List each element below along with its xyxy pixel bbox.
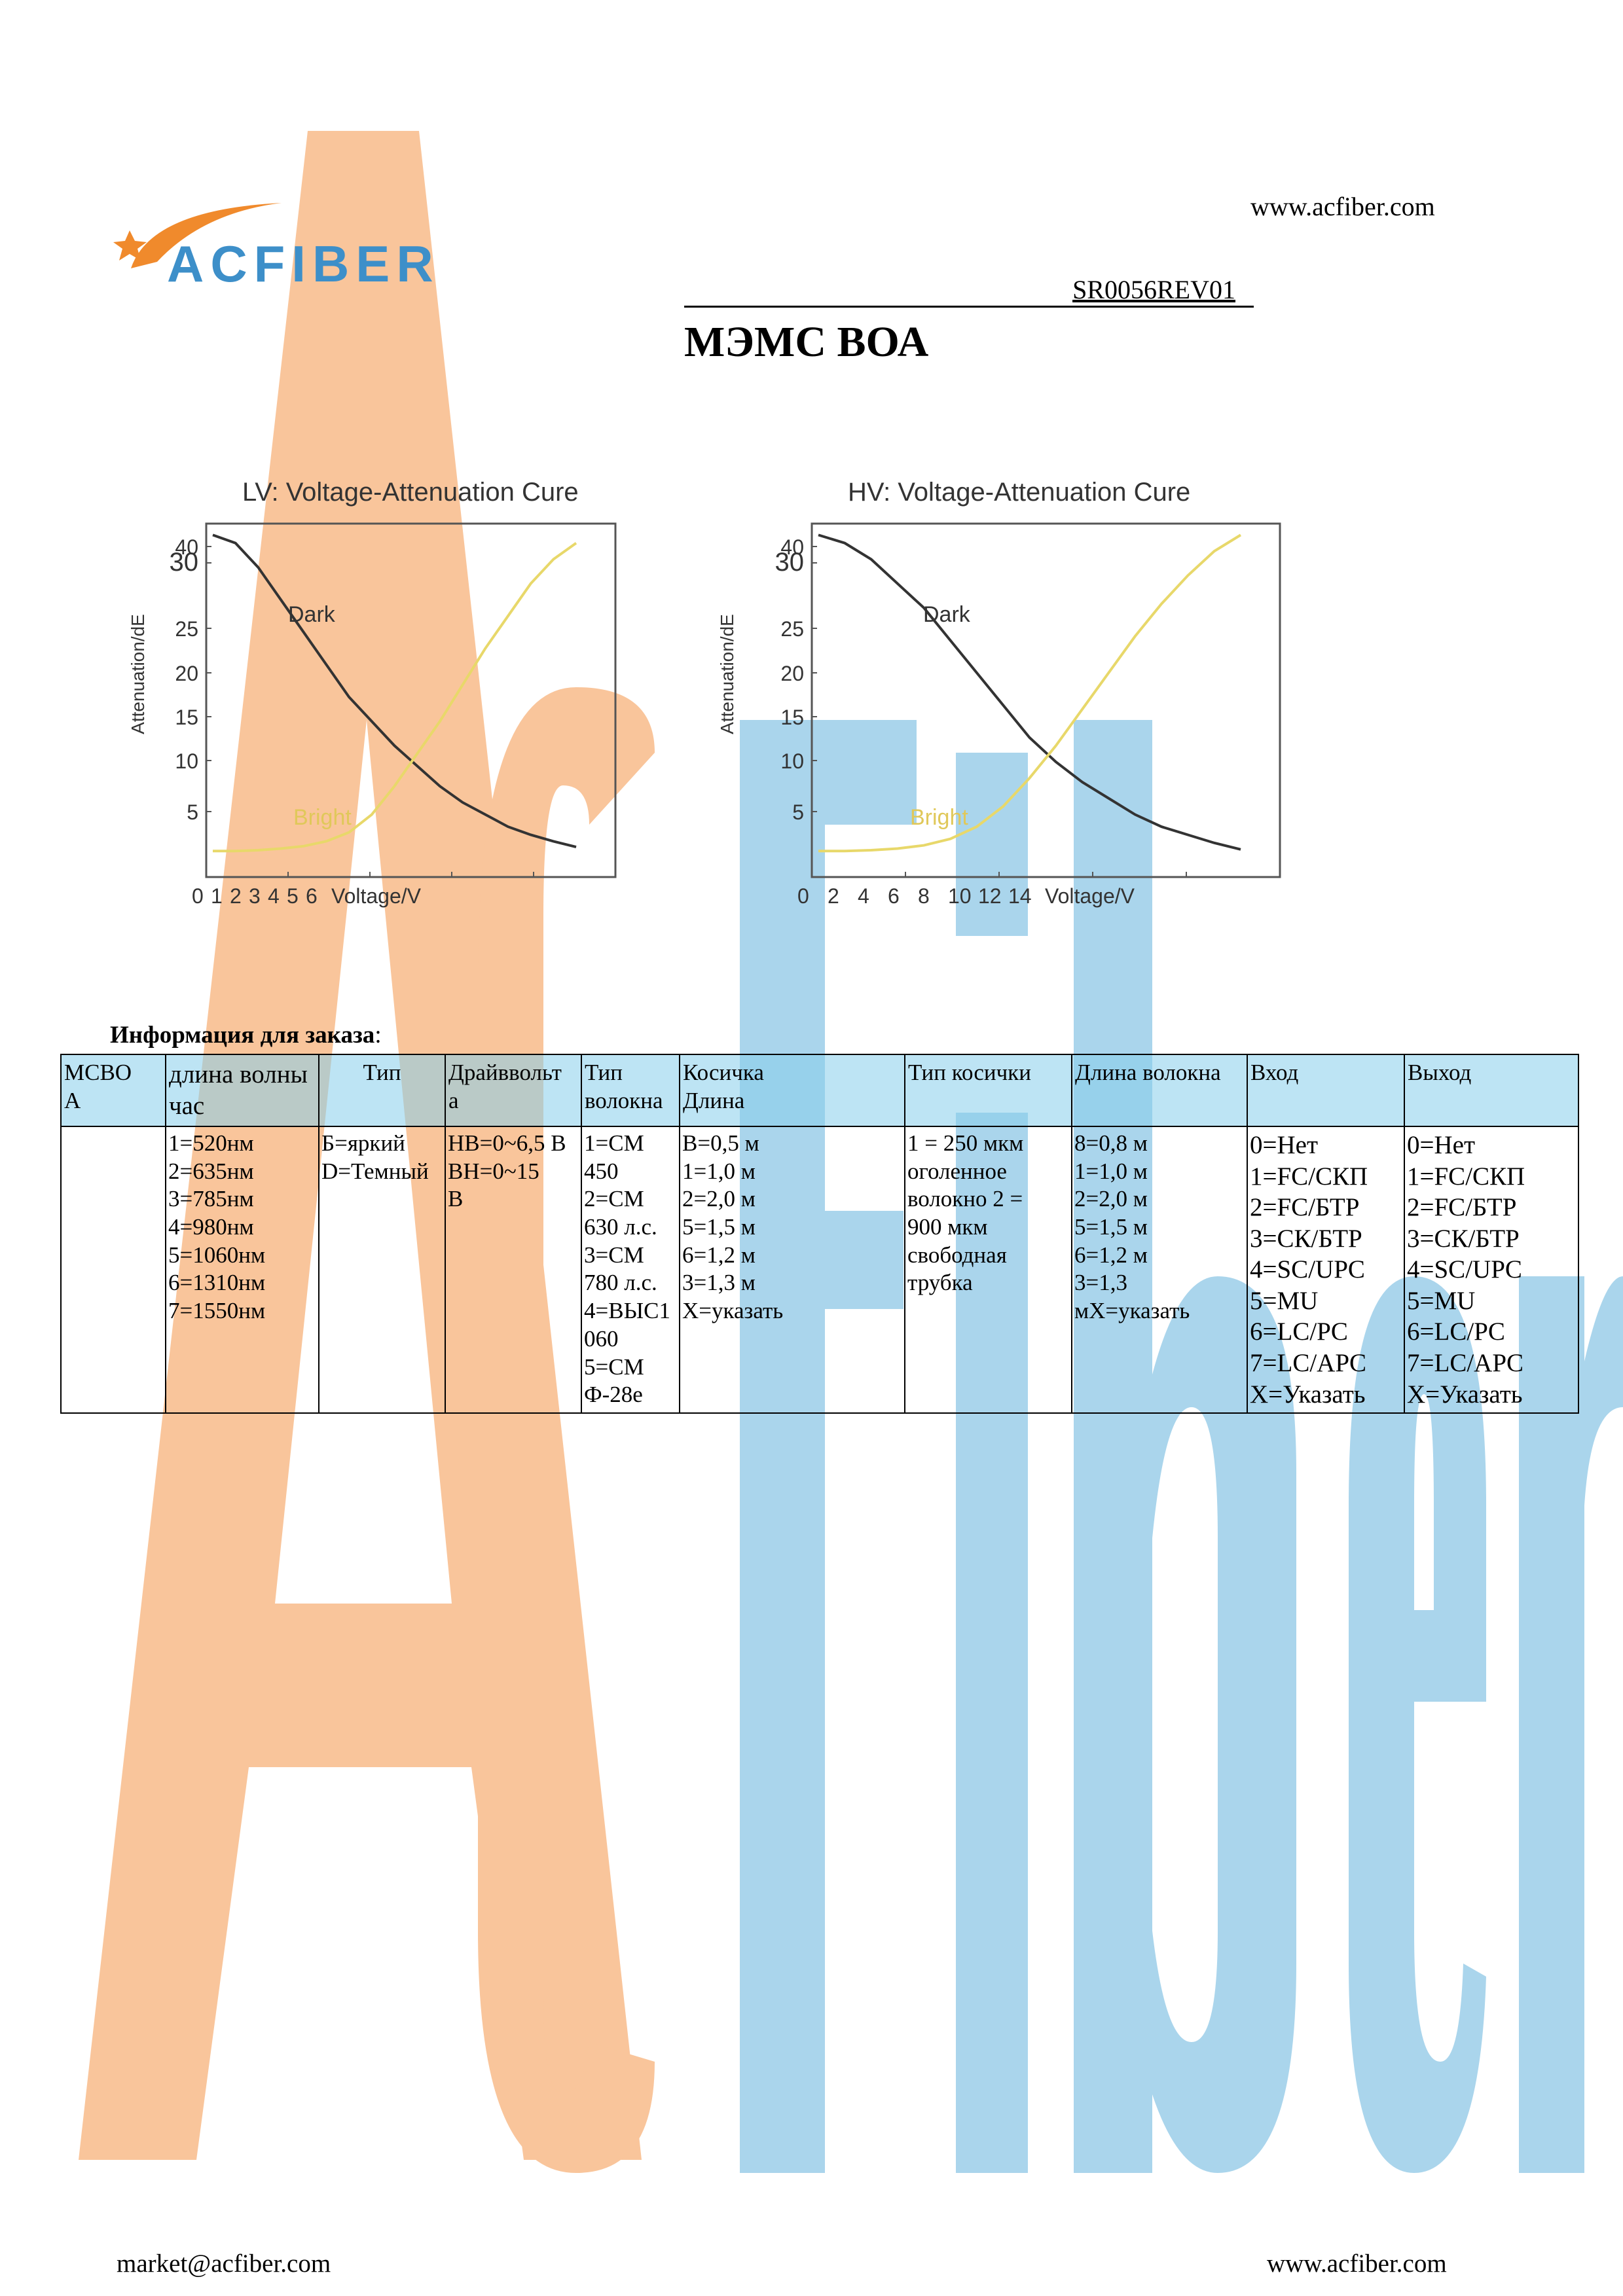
- order-table-row: 1=520нм 2=635нм 3=785нм 4=980нм 5=1060нм…: [60, 1125, 1579, 1414]
- col-header-input: Вход: [1247, 1054, 1405, 1127]
- cell-input: 0=Нет 1=FC/СКП 2=FC/БТР 3=СК/БТР 4=SC/UP…: [1247, 1125, 1405, 1414]
- x-axis-label: Voltage/V: [1045, 884, 1135, 908]
- col-header-output: Выход: [1404, 1054, 1579, 1127]
- watermark-letter-b: [1074, 720, 1296, 2173]
- watermark-letter-i-dot: [956, 753, 1028, 936]
- order-table: МСВО А длина волны час Тип Драйввольт а …: [60, 1054, 1579, 1414]
- cell-pigtail-type: 1 = 250 мкм оголенное волокно 2 = 900 мк…: [904, 1125, 1072, 1414]
- cell-type: Б=яркий D=Темный: [318, 1125, 446, 1414]
- x-tick-label: 5: [287, 884, 299, 908]
- x-tick-label: 3: [249, 884, 261, 908]
- footer-email[interactable]: market@acfiber.com: [117, 2250, 331, 2278]
- document-reference-line: SR0056REV01: [684, 272, 1254, 308]
- document-title: МЭМС ВОА: [684, 318, 929, 366]
- x-axis-label: Voltage/V: [331, 884, 422, 908]
- col-header-drive-voltage: Драйввольт а: [445, 1054, 582, 1127]
- x-tick-label: 6: [888, 884, 900, 908]
- x-tick-label: 12: [978, 884, 1002, 908]
- x-tick-label: 0: [797, 884, 809, 908]
- y-axis-label: Attenuation/dE: [720, 614, 737, 734]
- cell-wavelength: 1=520нм 2=635нм 3=785нм 4=980нм 5=1060нм…: [165, 1125, 319, 1414]
- chart-title: LV: Voltage-Attenuation Cure: [242, 478, 579, 507]
- col-header-fiber-type: Тип волокна: [581, 1054, 680, 1127]
- cell-drive-voltage: НВ=0~6,5 В ВН=0~15 В: [445, 1125, 582, 1414]
- footer-website[interactable]: www.acfiber.com: [1267, 2250, 1447, 2278]
- logo-swoosh: [131, 203, 282, 268]
- header-website[interactable]: www.acfiber.com: [1250, 192, 1435, 221]
- y-tick-label: 5: [792, 800, 804, 824]
- order-info-label-text: Информация для заказа: [110, 1022, 375, 1049]
- x-tick-label: 1: [211, 884, 223, 908]
- x-tick-label: 4: [858, 884, 869, 908]
- y-tick-label: 25: [780, 617, 804, 641]
- series-line-bright: [818, 533, 1242, 853]
- series-label-bright: Bright: [910, 805, 968, 830]
- series-line-bright: [213, 542, 577, 853]
- y-tick-label: 15: [175, 706, 198, 729]
- document-reference: SR0056REV01: [1072, 275, 1235, 304]
- plot-frame: [811, 522, 1281, 878]
- watermark-letter-e: [1349, 1276, 1486, 2173]
- chart-title: HV: Voltage-Attenuation Cure: [848, 478, 1190, 507]
- col-header-fiber-length: Длина волокна: [1071, 1054, 1248, 1127]
- col-header-type: Тип: [318, 1054, 446, 1127]
- logo-star: [113, 230, 147, 260]
- x-tick-label: 8: [918, 884, 930, 908]
- x-tick-label: 0: [192, 884, 204, 908]
- series-label-dark: Dark: [288, 602, 336, 627]
- cell-fiber-type: 1=СМ 450 2=СМ 630 л.с. 3=СМ 780 л.с. 4=В…: [581, 1125, 680, 1414]
- watermark-letter-r: [1519, 1276, 1623, 2173]
- col-header-pigtail-length: Косичка Длина: [679, 1054, 905, 1127]
- col-header-wavelength: длина волны час: [165, 1054, 319, 1127]
- col-header-msvoa: МСВО А: [60, 1054, 166, 1127]
- x-tick-label: 14: [1008, 884, 1032, 908]
- x-tick-label: 6: [306, 884, 318, 908]
- series-label-dark: Dark: [923, 602, 971, 627]
- x-tick-label: 10: [948, 884, 972, 908]
- y-tick-label: 40: [175, 535, 198, 559]
- series-label-bright: Bright: [293, 805, 352, 830]
- x-tick-label: 2: [828, 884, 839, 908]
- y-tick-label: 30: [775, 548, 805, 577]
- y-tick-label: 25: [175, 617, 198, 641]
- y-tick-label: 30: [170, 548, 199, 577]
- y-tick-label: 10: [175, 749, 198, 773]
- plot-frame: [205, 522, 617, 878]
- y-tick-label: 5: [187, 800, 198, 824]
- logo-text: ACFIBER: [167, 235, 440, 293]
- y-tick-label: 20: [175, 662, 198, 685]
- acfiber-logo: ACFIBER: [113, 203, 440, 293]
- order-info-label: Информация для заказа:: [110, 1021, 382, 1049]
- y-tick-label: 15: [780, 706, 804, 729]
- cell-msvoa: [60, 1125, 166, 1414]
- y-axis-label: Attenuation/dE: [128, 614, 148, 734]
- y-tick-label: 10: [780, 749, 804, 773]
- cell-pigtail-length: В=0,5 м 1=1,0 м 2=2,0 м 5=1,5 м 6=1,2 м …: [679, 1125, 905, 1414]
- x-tick-label: 2: [230, 884, 242, 908]
- col-header-pigtail-type: Тип косички: [904, 1054, 1072, 1127]
- cell-output: 0=Нет 1=FC/СКП 2=FC/БТР 3=СК/БТР 4=SC/UP…: [1404, 1125, 1579, 1414]
- hv-attenuation-chart: HV: Voltage-Attenuation Cure403025201510…: [720, 478, 1281, 908]
- watermark-letter-f: [740, 720, 917, 2173]
- order-info-colon: :: [374, 1022, 382, 1049]
- series-line-dark: [818, 533, 1241, 851]
- y-tick-label: 40: [780, 535, 804, 559]
- series-line-dark: [212, 533, 577, 848]
- x-tick-label: 4: [268, 884, 280, 908]
- y-tick-label: 20: [780, 662, 804, 685]
- lv-attenuation-chart: LV: Voltage-Attenuation Cure403025201510…: [128, 478, 617, 908]
- cell-fiber-length: 8=0,8 м 1=1,0 м 2=2,0 м 5=1,5 м 6=1,2 м …: [1071, 1125, 1248, 1414]
- order-table-header-row: МСВО А длина волны час Тип Драйввольт а …: [60, 1054, 1579, 1127]
